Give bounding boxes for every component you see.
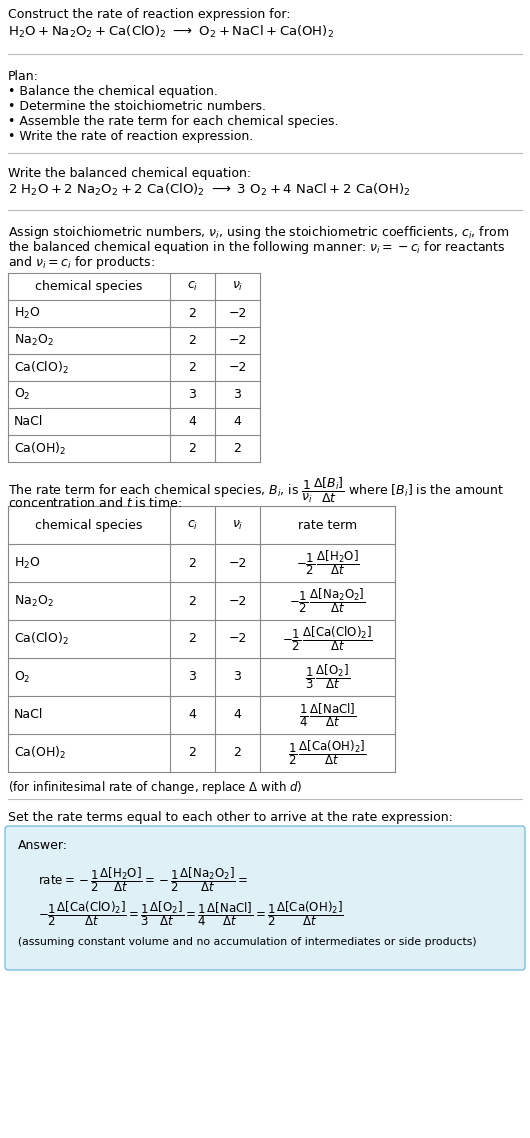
Text: $\mathregular{Ca(OH)_2}$: $\mathregular{Ca(OH)_2}$ [14, 440, 66, 456]
Text: 2: 2 [234, 442, 242, 455]
Text: $-\dfrac{1}{2}\,\dfrac{\Delta[\mathrm{Na_2O_2}]}{\Delta t}$: $-\dfrac{1}{2}\,\dfrac{\Delta[\mathrm{Na… [289, 586, 366, 616]
Text: $\mathregular{2\ H_2O + 2\ Na_2O_2 + 2\ Ca(ClO)_2 \ \longrightarrow \ 3\ O_2 + 4: $\mathregular{2\ H_2O + 2\ Na_2O_2 + 2\ … [8, 182, 411, 198]
Text: 3: 3 [189, 388, 197, 401]
Text: 4: 4 [189, 415, 197, 428]
Text: −2: −2 [228, 333, 246, 347]
Text: $\dfrac{1}{3}\,\dfrac{\Delta[\mathrm{O_2}]}{\Delta t}$: $\dfrac{1}{3}\,\dfrac{\Delta[\mathrm{O_2… [305, 662, 350, 692]
Text: 4: 4 [189, 709, 197, 721]
Text: 3: 3 [189, 670, 197, 684]
Text: 2: 2 [189, 307, 197, 320]
Text: The rate term for each chemical species, $B_i$, is $\dfrac{1}{\nu_i}\dfrac{\Delt: The rate term for each chemical species,… [8, 476, 505, 505]
FancyBboxPatch shape [5, 826, 525, 970]
Text: $\mathregular{Ca(OH)_2}$: $\mathregular{Ca(OH)_2}$ [14, 745, 66, 761]
Text: 2: 2 [189, 747, 197, 759]
Text: 2: 2 [234, 747, 242, 759]
Text: 2: 2 [189, 633, 197, 645]
Text: concentration and $t$ is time:: concentration and $t$ is time: [8, 496, 182, 510]
Text: Write the balanced chemical equation:: Write the balanced chemical equation: [8, 167, 251, 180]
Text: −2: −2 [228, 633, 246, 645]
Text: rate term: rate term [298, 519, 357, 531]
Text: $-\dfrac{1}{2}\,\dfrac{\Delta[\mathrm{H_2O}]}{\Delta t}$: $-\dfrac{1}{2}\,\dfrac{\Delta[\mathrm{H_… [296, 549, 359, 577]
Text: $\dfrac{1}{2}\,\dfrac{\Delta[\mathrm{Ca(OH)_2}]}{\Delta t}$: $\dfrac{1}{2}\,\dfrac{\Delta[\mathrm{Ca(… [288, 739, 367, 767]
Text: −2: −2 [228, 594, 246, 608]
Text: $\mathregular{H_2O + Na_2O_2 + Ca(ClO)_2 \ \longrightarrow \ O_2 + NaCl + Ca(OH): $\mathregular{H_2O + Na_2O_2 + Ca(ClO)_2… [8, 24, 334, 40]
Text: the balanced chemical equation in the following manner: $\nu_i = -c_i$ for react: the balanced chemical equation in the fo… [8, 239, 506, 256]
Text: • Determine the stoichiometric numbers.: • Determine the stoichiometric numbers. [8, 100, 266, 113]
Text: $\mathregular{H_2O}$: $\mathregular{H_2O}$ [14, 555, 41, 570]
Text: $c_i$: $c_i$ [187, 519, 198, 531]
Text: $c_i$: $c_i$ [187, 280, 198, 294]
Text: $\mathregular{O_2}$: $\mathregular{O_2}$ [14, 387, 31, 402]
Text: Set the rate terms equal to each other to arrive at the rate expression:: Set the rate terms equal to each other t… [8, 811, 453, 824]
Text: 2: 2 [189, 442, 197, 455]
Text: −2: −2 [228, 361, 246, 374]
Text: chemical species: chemical species [36, 280, 143, 292]
Text: 4: 4 [234, 709, 242, 721]
Text: −2: −2 [228, 307, 246, 320]
Text: $\mathregular{Ca(ClO)_2}$: $\mathregular{Ca(ClO)_2}$ [14, 630, 69, 648]
Text: • Write the rate of reaction expression.: • Write the rate of reaction expression. [8, 130, 253, 143]
Text: 2: 2 [189, 556, 197, 569]
Text: (for infinitesimal rate of change, replace $\Delta$ with $d$): (for infinitesimal rate of change, repla… [8, 780, 303, 795]
Text: Assign stoichiometric numbers, $\nu_i$, using the stoichiometric coefficients, $: Assign stoichiometric numbers, $\nu_i$, … [8, 224, 509, 241]
Text: $\nu_i$: $\nu_i$ [232, 280, 243, 294]
Text: $\dfrac{1}{4}\,\dfrac{\Delta[\mathrm{NaCl}]}{\Delta t}$: $\dfrac{1}{4}\,\dfrac{\Delta[\mathrm{NaC… [299, 701, 356, 728]
Text: 3: 3 [234, 670, 242, 684]
Text: $\mathregular{Ca(ClO)_2}$: $\mathregular{Ca(ClO)_2}$ [14, 360, 69, 376]
Text: and $\nu_i = c_i$ for products:: and $\nu_i = c_i$ for products: [8, 254, 155, 271]
Text: $\nu_i$: $\nu_i$ [232, 519, 243, 531]
Text: Plan:: Plan: [8, 71, 39, 83]
Text: NaCl: NaCl [14, 415, 43, 428]
Text: $\mathregular{O_2}$: $\mathregular{O_2}$ [14, 669, 31, 685]
Text: $\mathregular{H_2O}$: $\mathregular{H_2O}$ [14, 306, 41, 321]
Text: $-\dfrac{1}{2}\dfrac{\Delta[\mathrm{Ca(ClO)_2}]}{\Delta t} = \dfrac{1}{3}\dfrac{: $-\dfrac{1}{2}\dfrac{\Delta[\mathrm{Ca(C… [38, 899, 344, 927]
Text: 2: 2 [189, 594, 197, 608]
Text: $\mathrm{rate} = -\dfrac{1}{2}\dfrac{\Delta[\mathrm{H_2O}]}{\Delta t} = -\dfrac{: $\mathrm{rate} = -\dfrac{1}{2}\dfrac{\De… [38, 865, 248, 893]
Text: 2: 2 [189, 361, 197, 374]
Text: chemical species: chemical species [36, 519, 143, 531]
Text: Answer:: Answer: [18, 839, 68, 852]
Text: NaCl: NaCl [14, 709, 43, 721]
Text: • Balance the chemical equation.: • Balance the chemical equation. [8, 85, 218, 98]
Text: (assuming constant volume and no accumulation of intermediates or side products): (assuming constant volume and no accumul… [18, 937, 476, 947]
Text: 3: 3 [234, 388, 242, 401]
Text: • Assemble the rate term for each chemical species.: • Assemble the rate term for each chemic… [8, 115, 339, 127]
Text: $-\dfrac{1}{2}\,\dfrac{\Delta[\mathrm{Ca(ClO)_2}]}{\Delta t}$: $-\dfrac{1}{2}\,\dfrac{\Delta[\mathrm{Ca… [282, 625, 373, 653]
Text: $\mathregular{Na_2O_2}$: $\mathregular{Na_2O_2}$ [14, 593, 54, 609]
Text: 2: 2 [189, 333, 197, 347]
Text: 4: 4 [234, 415, 242, 428]
Text: $\mathregular{Na_2O_2}$: $\mathregular{Na_2O_2}$ [14, 333, 54, 348]
Text: −2: −2 [228, 556, 246, 569]
Text: Construct the rate of reaction expression for:: Construct the rate of reaction expressio… [8, 8, 290, 20]
